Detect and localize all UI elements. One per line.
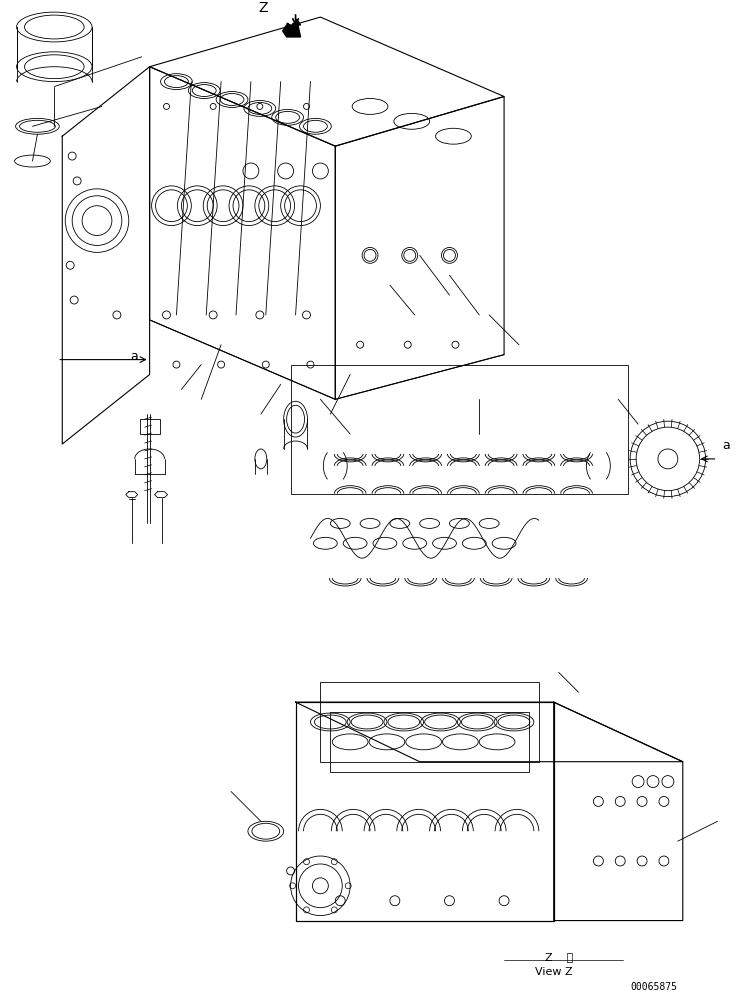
Polygon shape [296, 702, 682, 761]
Polygon shape [296, 702, 554, 920]
Text: a: a [722, 439, 730, 452]
Text: 00065875: 00065875 [631, 982, 678, 992]
Text: Z    視: Z 視 [544, 952, 573, 962]
Text: View Z: View Z [535, 967, 572, 977]
Text: a: a [130, 350, 137, 363]
Text: Z: Z [259, 1, 268, 15]
Polygon shape [554, 702, 682, 920]
Polygon shape [149, 17, 504, 146]
Polygon shape [154, 492, 167, 498]
Bar [320, 682, 538, 761]
Bar [330, 712, 529, 771]
Polygon shape [283, 19, 301, 37]
Polygon shape [335, 97, 504, 400]
Polygon shape [149, 67, 335, 400]
Bar [140, 420, 160, 435]
Polygon shape [62, 67, 149, 444]
Bar [290, 365, 628, 494]
Polygon shape [126, 492, 138, 498]
